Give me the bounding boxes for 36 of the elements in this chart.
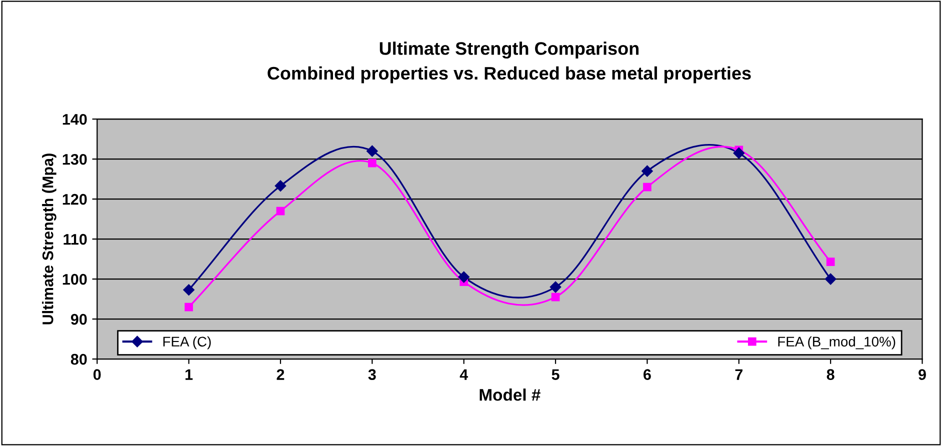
point [366,145,378,157]
x-tick-label: 4 [460,369,468,380]
point [826,258,835,266]
x-tick-label: 1 [186,369,193,380]
legend-label: FEA (B_mod_10%) [778,336,896,350]
point [733,147,744,159]
point [551,292,560,302]
x-tick-label: 3 [368,369,376,380]
point [276,206,285,216]
point [184,302,193,312]
point [368,158,376,168]
point [550,281,562,293]
y-tick-label: 80 [70,354,87,365]
x-tick-label: 9 [918,369,926,380]
x-tick-label: 8 [826,369,834,380]
y-tick-label: 110 [64,234,87,245]
x-tick-label: 2 [276,369,284,380]
y-tick-label: 90 [70,314,87,325]
x-tick-label: 6 [644,369,651,380]
point [824,273,836,285]
legend-label: FEA (C) [163,336,211,350]
x-tick-label: 5 [552,369,560,380]
point [274,180,286,192]
x-tick-label: 7 [735,369,742,380]
point [183,284,194,296]
x-axis-title: Model # [480,388,540,401]
point [643,182,652,192]
y-tick-label: 130 [62,154,87,165]
y-tick-label: 100 [62,274,87,285]
point [642,165,653,177]
y-tick-label: 120 [62,194,87,205]
y-tick-label: 140 [62,114,87,125]
point [458,271,470,283]
y-axis-title: Ultimate Strength (Mpa) [42,154,56,324]
chart-title: Ultimate Strength Comparison Combined properties vs. Reduced base metal properties [268,42,751,84]
x-tick-label: 0 [93,369,101,380]
